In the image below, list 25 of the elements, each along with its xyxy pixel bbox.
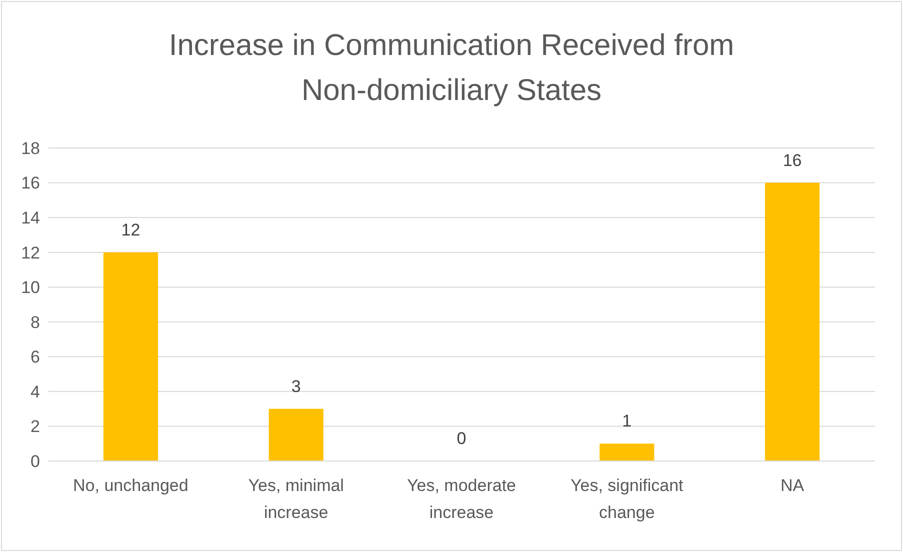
- data-label: 1: [622, 412, 632, 431]
- x-tick-label: Yes, minimal increase: [248, 476, 344, 522]
- y-tick-label: 18: [21, 138, 40, 158]
- y-tick-label: 14: [21, 208, 40, 228]
- y-tick-label: 8: [30, 312, 40, 332]
- y-tick-label: 2: [30, 417, 40, 436]
- y-tick-label: 6: [30, 348, 40, 367]
- data-label: 3: [291, 376, 301, 396]
- bar: [765, 182, 820, 461]
- x-tick-label: No, unchanged: [73, 476, 188, 495]
- x-tick-label: Yes, moderate increase: [407, 476, 516, 522]
- y-tick-label: 0: [30, 452, 40, 471]
- data-label: 12: [121, 220, 140, 240]
- chart-title: Increase in Communication Received from Non-domiciliary States: [168, 29, 734, 107]
- x-tick-label: Yes, significant change: [570, 476, 684, 522]
- y-tick-label: 4: [30, 382, 40, 402]
- x-tick-label: NA: [780, 476, 805, 495]
- y-tick-label: 12: [21, 243, 40, 262]
- bar: [268, 408, 324, 461]
- data-label: 16: [782, 150, 802, 170]
- bar: [600, 444, 654, 461]
- y-tick-label: 10: [21, 278, 40, 298]
- y-tick-label: 16: [21, 174, 40, 193]
- bar: [103, 252, 158, 461]
- data-label: 0: [456, 429, 466, 448]
